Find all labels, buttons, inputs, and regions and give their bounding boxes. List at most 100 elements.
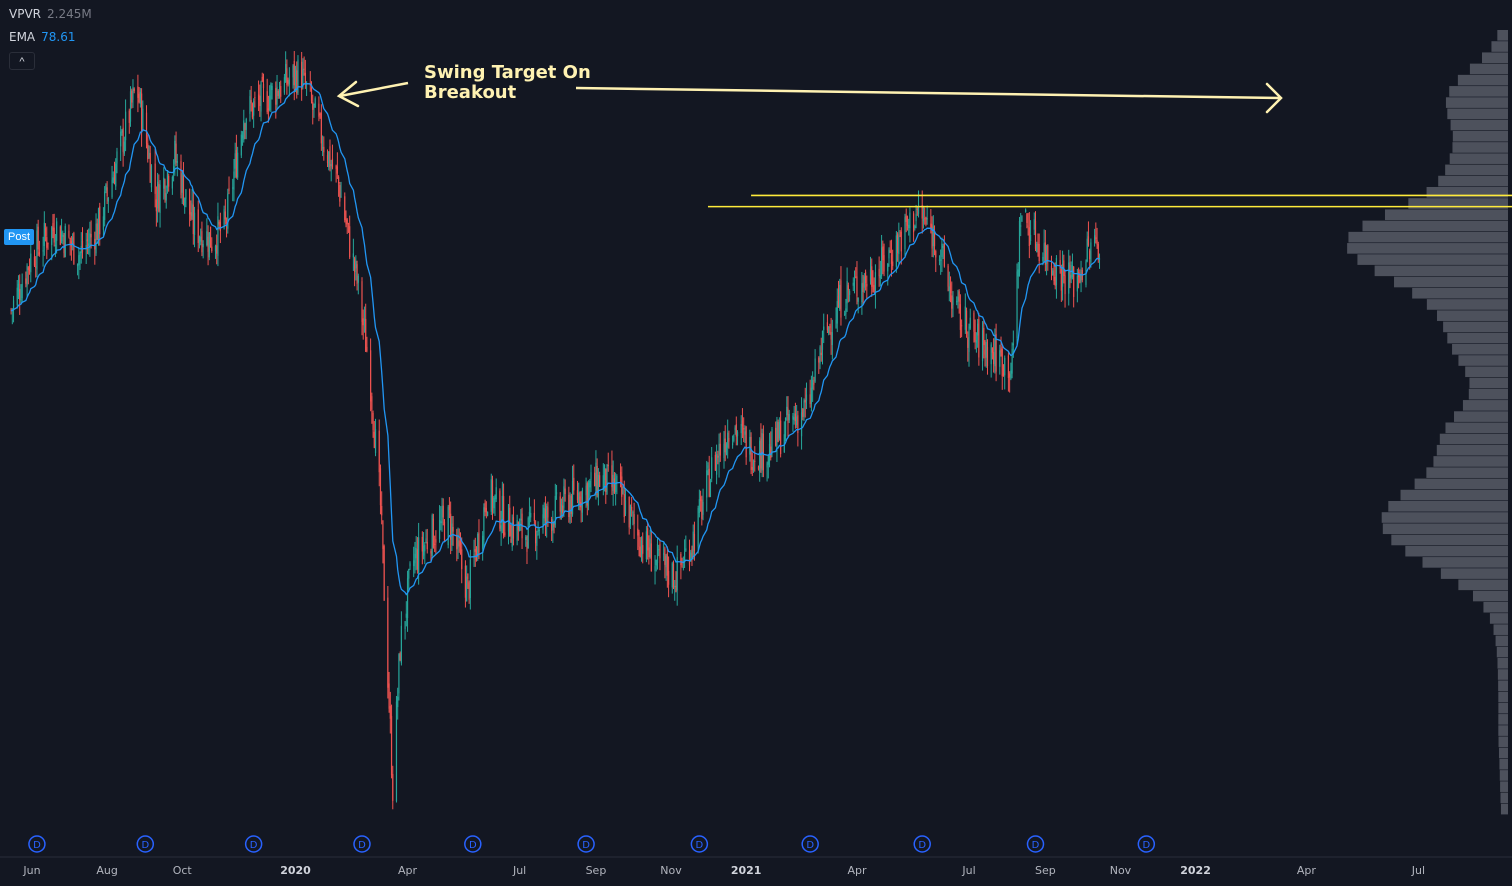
- legend-ema[interactable]: EMA 78.61: [9, 30, 76, 44]
- candle-body: [158, 183, 160, 212]
- candle-body: [645, 531, 648, 560]
- dividend-marker-circle: [464, 835, 482, 853]
- volume-profile-bar: [1495, 635, 1508, 647]
- candle-body: [121, 130, 123, 133]
- candle-body: [137, 86, 139, 98]
- candle-body: [331, 158, 334, 168]
- candle-body: [603, 464, 606, 481]
- candle-body: [932, 226, 934, 247]
- candle-body: [527, 517, 529, 549]
- candle-body: [168, 175, 170, 187]
- candle-body: [973, 312, 975, 332]
- volume-profile-bar: [1454, 411, 1508, 422]
- candle-body: [148, 152, 150, 158]
- candle-body: [383, 546, 385, 601]
- ema-line-group: [11, 83, 1100, 596]
- candle-body: [1036, 244, 1038, 253]
- candle-body: [198, 237, 201, 242]
- candle-body: [145, 112, 148, 144]
- candle-body: [321, 147, 324, 149]
- candle-body: [656, 543, 659, 563]
- candle-body: [892, 261, 894, 266]
- candle-body: [615, 481, 617, 493]
- candle-body: [848, 291, 851, 295]
- volume-profile-bar: [1447, 332, 1508, 344]
- candle-body: [985, 342, 987, 358]
- volume-profile-bar: [1405, 545, 1508, 557]
- candle-body: [422, 545, 425, 556]
- collapse-legend-button[interactable]: ^: [9, 52, 35, 70]
- candle-body: [257, 94, 260, 100]
- candle-body: [459, 545, 462, 551]
- candle-body: [202, 243, 204, 248]
- candle-body: [749, 436, 751, 455]
- candle-body: [649, 538, 651, 558]
- legend-vpvr[interactable]: VPVR 2.245M: [9, 7, 92, 21]
- candle-body: [938, 259, 941, 261]
- candle-body: [296, 70, 298, 94]
- candle-body: [956, 300, 958, 303]
- candle-body: [862, 282, 864, 293]
- candle-body: [174, 140, 176, 165]
- candle-body: [56, 221, 58, 241]
- candle-body: [952, 297, 954, 305]
- candle-body: [917, 205, 920, 214]
- candle-body: [35, 266, 37, 268]
- candle-body: [1038, 244, 1040, 261]
- candle-body: [69, 237, 71, 244]
- candle-body: [450, 513, 452, 540]
- dividend-marker: D: [353, 835, 371, 853]
- candle-body: [366, 346, 368, 352]
- candle-body: [1001, 349, 1003, 377]
- candle-body: [234, 153, 236, 169]
- candle-body: [219, 221, 221, 232]
- candle-body: [182, 173, 185, 205]
- candle-body: [777, 422, 779, 442]
- volume-profile-bar: [1498, 714, 1508, 725]
- candle-body: [906, 216, 909, 226]
- candle-body: [319, 113, 321, 115]
- candle-body: [768, 443, 771, 462]
- candle-body: [680, 553, 682, 566]
- candle-body: [335, 165, 337, 169]
- candle-body: [581, 490, 583, 513]
- candle-body: [64, 226, 66, 258]
- candle-body: [397, 696, 399, 708]
- candle-body: [1055, 257, 1058, 286]
- candle-body: [200, 236, 202, 242]
- candle-body: [551, 519, 553, 531]
- candle-body: [926, 217, 928, 220]
- axis-tick-label: Apr: [1297, 864, 1317, 877]
- candle-body: [1028, 227, 1030, 246]
- candle-body: [88, 243, 90, 247]
- candle-body: [475, 550, 478, 560]
- candle-body: [112, 177, 114, 183]
- candle-body: [708, 468, 710, 497]
- candle-body: [507, 504, 510, 532]
- candle-body: [560, 504, 563, 516]
- volume-profile-bar: [1491, 41, 1508, 52]
- candle-body: [379, 468, 382, 506]
- candle-body: [727, 432, 729, 448]
- candle-body: [17, 283, 20, 292]
- candle-body: [425, 538, 427, 543]
- volume-profile-bar: [1452, 344, 1508, 355]
- candle-body: [671, 563, 673, 588]
- volume-profile-bar: [1414, 478, 1508, 490]
- candle-body: [863, 276, 865, 288]
- candle-body: [294, 68, 297, 81]
- candle-body: [408, 569, 410, 579]
- candle-body: [717, 455, 719, 458]
- candle-body: [1050, 266, 1053, 270]
- candle-body: [780, 420, 782, 455]
- candle-body: [301, 61, 303, 90]
- candle-body: [965, 310, 968, 334]
- candle-body: [961, 325, 963, 327]
- candle-body: [477, 533, 479, 557]
- candle-body: [576, 490, 579, 501]
- candle-body: [1043, 243, 1045, 252]
- candle-body: [355, 261, 357, 269]
- candle-body: [495, 487, 497, 500]
